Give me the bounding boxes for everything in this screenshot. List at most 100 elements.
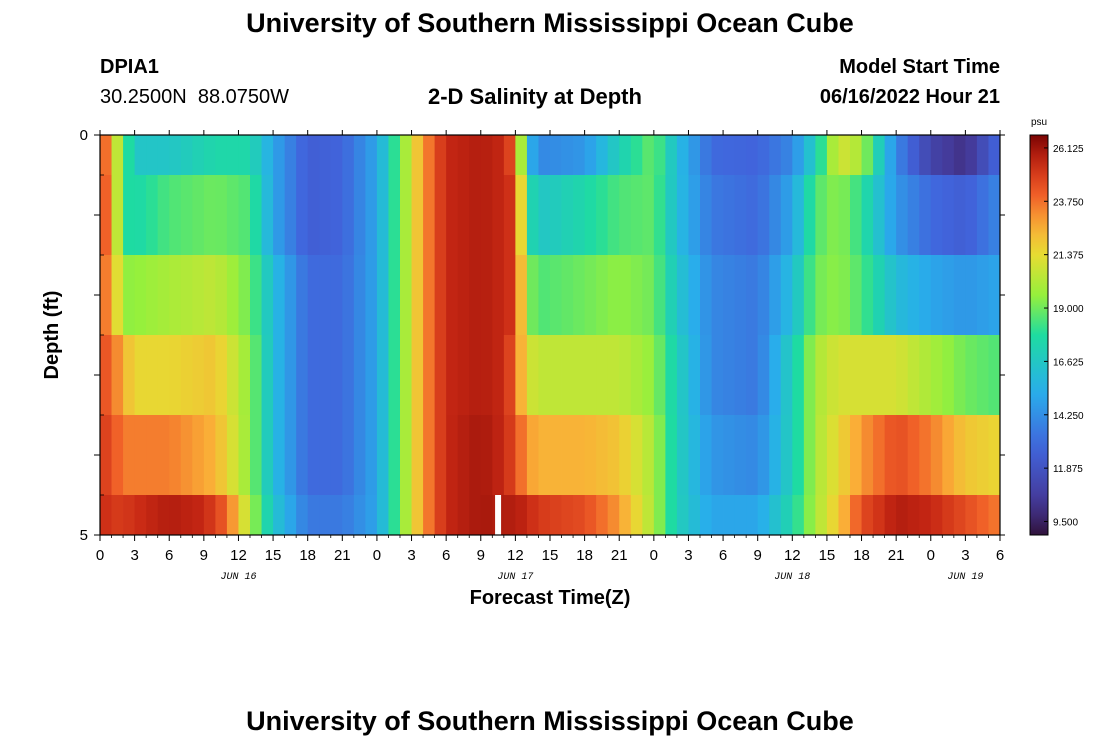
heat-cell bbox=[653, 175, 666, 255]
heat-cell bbox=[307, 335, 320, 415]
heat-cell bbox=[734, 495, 747, 535]
heat-cell bbox=[342, 135, 355, 175]
heat-cell bbox=[838, 255, 851, 335]
heat-cell bbox=[434, 175, 447, 255]
heat-cell bbox=[596, 415, 609, 495]
heat-cell bbox=[330, 495, 343, 535]
heat-cell bbox=[307, 495, 320, 535]
heat-cell bbox=[676, 335, 689, 415]
heat-cell bbox=[319, 335, 332, 415]
heat-cell bbox=[446, 255, 459, 335]
heat-cell bbox=[538, 335, 551, 415]
heat-cell bbox=[250, 335, 262, 415]
heat-cell bbox=[284, 175, 297, 255]
heat-cell bbox=[353, 135, 366, 175]
heat-cell bbox=[215, 175, 228, 255]
heat-cell bbox=[803, 335, 816, 415]
colorbar-tick-label: 19.000 bbox=[1053, 304, 1084, 315]
heat-cell bbox=[988, 495, 1001, 535]
heat-cell bbox=[792, 255, 805, 335]
heat-cell bbox=[815, 255, 828, 335]
heat-cell bbox=[342, 335, 355, 415]
heat-cell bbox=[226, 415, 239, 495]
heat-cell bbox=[388, 415, 401, 495]
heat-cell bbox=[561, 255, 574, 335]
heat-cell bbox=[700, 335, 712, 415]
heat-cell bbox=[838, 415, 851, 495]
heat-cell bbox=[826, 415, 839, 495]
heat-cell bbox=[930, 495, 943, 535]
x-tick-label: 3 bbox=[684, 547, 692, 564]
heat-cell bbox=[896, 255, 909, 335]
x-tick-label: 12 bbox=[507, 547, 524, 564]
heat-cell bbox=[953, 175, 966, 255]
heat-cell bbox=[146, 495, 159, 535]
heat-cell bbox=[526, 135, 539, 175]
heat-cell bbox=[711, 495, 724, 535]
heat-cell bbox=[157, 415, 170, 495]
heat-cell bbox=[169, 495, 182, 535]
heat-cell bbox=[146, 255, 159, 335]
heat-cell bbox=[642, 175, 655, 255]
heat-cell bbox=[480, 175, 493, 255]
heat-cell bbox=[261, 175, 274, 255]
heat-cell bbox=[215, 135, 228, 175]
heat-cell bbox=[169, 135, 182, 175]
heat-cell bbox=[203, 135, 216, 175]
heat-cell bbox=[792, 495, 805, 535]
heat-cell bbox=[123, 135, 136, 175]
heat-cell bbox=[873, 175, 886, 255]
heat-cell bbox=[550, 415, 562, 495]
x-tick-label: 12 bbox=[230, 547, 247, 564]
station-coordinates: 30.2500N 88.0750W bbox=[100, 86, 290, 108]
heat-cell bbox=[584, 135, 597, 175]
heat-cell bbox=[434, 495, 447, 535]
heat-cell bbox=[423, 135, 436, 175]
heat-cell bbox=[296, 135, 309, 175]
heat-cell bbox=[907, 135, 920, 175]
heat-cell bbox=[446, 135, 459, 175]
heat-cell bbox=[330, 135, 343, 175]
heat-cell bbox=[180, 175, 193, 255]
heat-cell bbox=[526, 335, 539, 415]
heat-cell bbox=[873, 415, 886, 495]
heat-cell bbox=[353, 175, 366, 255]
heat-cell bbox=[469, 135, 482, 175]
heat-cell bbox=[146, 135, 159, 175]
heat-cell bbox=[757, 415, 770, 495]
heat-cell bbox=[157, 255, 170, 335]
colorbar-tick-label: 21.375 bbox=[1053, 251, 1084, 262]
x-tick-label: 21 bbox=[334, 547, 351, 564]
depth-layer-2 bbox=[100, 175, 1001, 255]
heat-cell bbox=[353, 255, 366, 335]
heat-cell bbox=[573, 335, 586, 415]
heat-cell bbox=[203, 255, 216, 335]
heat-cell bbox=[965, 175, 978, 255]
heat-cell bbox=[700, 495, 712, 535]
heat-cell bbox=[192, 255, 205, 335]
heat-cell bbox=[550, 135, 562, 175]
heat-cell bbox=[503, 495, 516, 535]
heat-cell bbox=[203, 495, 216, 535]
heat-cell bbox=[250, 175, 262, 255]
heat-cell bbox=[169, 415, 182, 495]
y-tick-label: 0 bbox=[80, 127, 88, 144]
heat-cell bbox=[630, 415, 643, 495]
heat-cell bbox=[434, 255, 447, 335]
heat-cell bbox=[988, 255, 1001, 335]
heat-cell bbox=[734, 255, 747, 335]
x-tick-label: 0 bbox=[373, 547, 381, 564]
x-tick-label: 6 bbox=[719, 547, 727, 564]
heat-cell bbox=[423, 415, 436, 495]
x-tick-label: 9 bbox=[754, 547, 762, 564]
heat-cell bbox=[803, 495, 816, 535]
heat-cell bbox=[596, 135, 609, 175]
heat-cell bbox=[665, 255, 678, 335]
heat-cell bbox=[850, 495, 862, 535]
heat-cell bbox=[838, 135, 851, 175]
heat-cell bbox=[134, 415, 147, 495]
heat-cell bbox=[919, 255, 932, 335]
heat-cell bbox=[653, 255, 666, 335]
heat-cell bbox=[930, 335, 943, 415]
